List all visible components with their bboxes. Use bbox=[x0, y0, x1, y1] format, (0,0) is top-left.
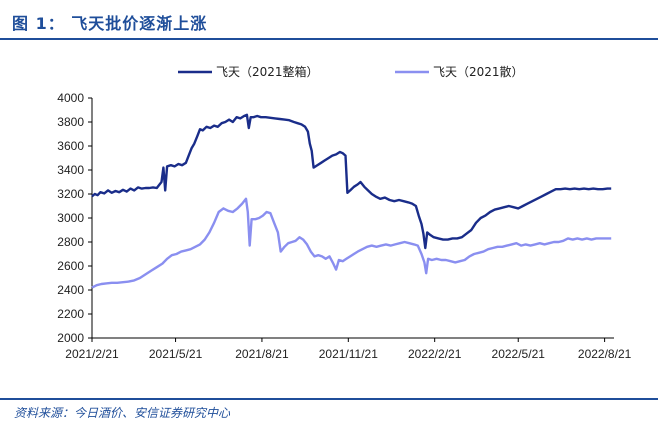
legend-label-case: 飞天（2021整箱） bbox=[216, 64, 319, 79]
series-line-loose bbox=[91, 197, 612, 289]
y-tick-label: 3800 bbox=[57, 115, 84, 129]
y-tick-label: 3600 bbox=[57, 139, 84, 153]
chart-legend: 飞天（2021整箱） 飞天（2021散） bbox=[178, 64, 524, 79]
x-tick-label: 2022/2/21 bbox=[408, 347, 462, 361]
y-tick-label: 3200 bbox=[57, 187, 84, 201]
figure-title: 图 1： 飞天批价逐渐上涨 bbox=[12, 14, 208, 33]
x-tick-label: 2021/11/21 bbox=[319, 347, 378, 361]
line-chart: 飞天（2021整箱） 飞天（2021散） 2000 2200 2400 2600 2800… bbox=[57, 64, 631, 361]
y-tick-label: 4000 bbox=[57, 91, 84, 105]
header-rule bbox=[0, 38, 658, 40]
x-tick-label: 2021/2/21 bbox=[65, 347, 119, 361]
legend-label-loose: 飞天（2021散） bbox=[433, 64, 524, 79]
chart-axes: 2000 2200 2400 2600 2800 3000 3200 3400 3600 3800… bbox=[57, 91, 631, 361]
y-tick-label: 3400 bbox=[57, 163, 84, 177]
y-tick-label: 2800 bbox=[57, 235, 84, 249]
y-tick-label: 2600 bbox=[57, 259, 84, 273]
x-tick-label: 2021/8/21 bbox=[235, 347, 289, 361]
x-tick-label: 2022/5/21 bbox=[492, 347, 546, 361]
y-tick-label: 2200 bbox=[57, 307, 84, 321]
figure-header: 图 1： 飞天批价逐渐上涨 bbox=[0, 0, 658, 40]
source-note: 资料来源：今日酒价、安信证券研究中心 bbox=[14, 406, 231, 420]
x-tick-label: 2021/5/21 bbox=[149, 347, 203, 361]
series-line-case bbox=[91, 113, 612, 250]
y-tick-label: 3000 bbox=[57, 211, 84, 225]
x-tick-label: 2022/8/21 bbox=[578, 347, 632, 361]
y-tick-label: 2000 bbox=[57, 331, 84, 345]
footer-rule bbox=[0, 398, 658, 400]
y-tick-label: 2400 bbox=[57, 283, 84, 297]
chart-series bbox=[91, 113, 612, 289]
